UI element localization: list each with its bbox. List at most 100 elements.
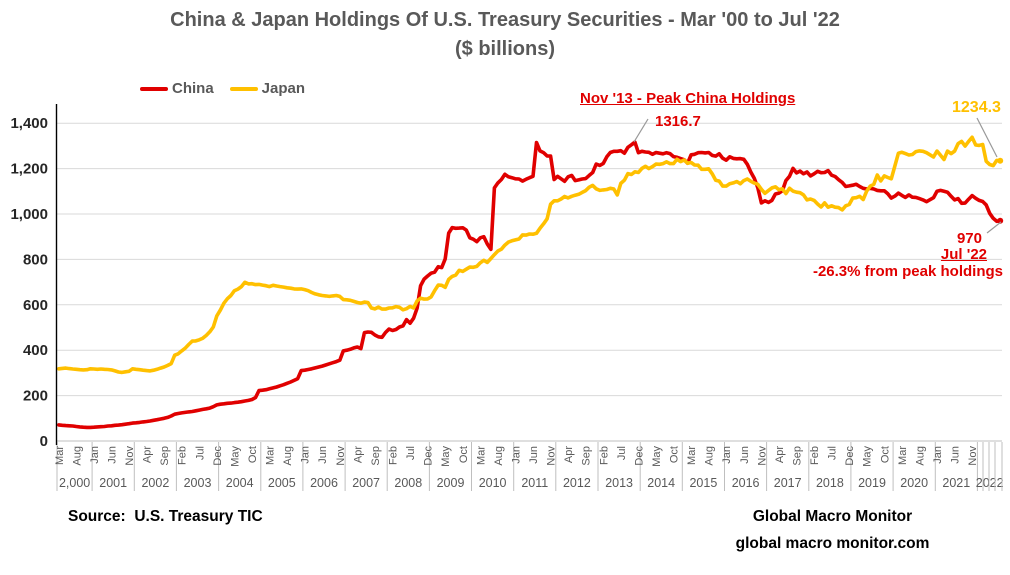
brand-note: Global Macro Monitor global macro monito… <box>700 503 965 557</box>
legend-item-japan: Japan <box>229 80 305 97</box>
japan-line-series <box>56 135 1003 375</box>
x-axis-year-label: 2005 <box>268 476 296 490</box>
y-axis-tick-label: 600 <box>23 297 48 314</box>
x-axis-year-label: 2012 <box>563 476 591 490</box>
x-axis-month-label: Nov <box>756 446 768 466</box>
x-axis-year-label: 2007 <box>352 476 380 490</box>
x-axis-year-label: 2019 <box>858 476 886 490</box>
china-line-series <box>56 140 1003 430</box>
x-axis-year-label: 2003 <box>184 476 212 490</box>
y-axis-tick-label: 400 <box>23 342 48 359</box>
x-axis-month-label: Apr <box>142 446 154 463</box>
x-axis-month-label: Jun <box>739 446 751 464</box>
japan-line-swatch <box>229 86 258 91</box>
x-axis-month-label: Mar <box>265 446 277 465</box>
x-axis-month-label: Nov <box>335 446 347 466</box>
brand-line2: global macro monitor.com <box>735 535 930 552</box>
annotation-china-end-value: 970 <box>956 230 982 247</box>
x-axis-month-label: Aug <box>704 446 716 466</box>
x-axis-month-label: Apr <box>563 446 575 463</box>
x-axis-month-label: Mar <box>475 446 487 465</box>
legend-label-china: China <box>172 80 214 97</box>
x-axis-month-label: May <box>440 446 452 467</box>
chart-title: China & Japan Holdings Of U.S. Treasury … <box>0 6 1010 64</box>
x-axis-month-label: Jul <box>405 446 417 460</box>
x-axis-month-label: Nov <box>124 446 136 466</box>
x-axis-month-label: Dec <box>844 446 856 466</box>
annotation-peak-china-value: 1316.7 <box>655 113 701 130</box>
x-axis-month-label: Mar <box>897 446 909 465</box>
x-axis-month-label: Dec <box>212 446 224 466</box>
x-axis-month-label: Nov <box>967 446 979 466</box>
annotation-peak-china-label: Nov '13 - Peak China Holdings <box>580 90 796 107</box>
x-axis-month-label: Jun <box>107 446 119 464</box>
x-axis-month-label: Sep <box>159 446 171 466</box>
x-axis-month-label: May <box>651 446 663 467</box>
x-axis-month-label: Oct <box>669 446 681 463</box>
x-axis-month-label: Jan <box>932 446 944 464</box>
x-axis-month-label: Jul <box>616 446 628 460</box>
x-axis-month-label: May <box>229 446 241 467</box>
x-axis-month-label: May <box>862 446 874 467</box>
legend: China Japan <box>140 80 305 97</box>
china-endpoint-dot <box>997 217 1004 224</box>
japan-end-leader-line <box>976 117 998 158</box>
x-axis-year-label: 2013 <box>605 476 633 490</box>
x-axis-month-label: Oct <box>879 446 891 463</box>
x-axis-month-label: Jan <box>89 446 101 464</box>
x-axis-month-label: Feb <box>598 446 610 465</box>
x-axis-year-label: 2006 <box>310 476 338 490</box>
x-axis-month-label: Jun <box>950 446 962 464</box>
x-axis-year-label: 2022 <box>976 476 1004 490</box>
x-axis-month-label: Aug <box>282 446 294 466</box>
peak-leader-line <box>633 118 649 143</box>
china-end-leader-line <box>986 221 1002 234</box>
x-axis-year-label: 2011 <box>521 476 548 490</box>
china-line-swatch <box>140 86 168 91</box>
x-axis-month-label: Jun <box>528 446 540 464</box>
x-axis-month-label: Mar <box>686 446 698 465</box>
x-axis-month-label: Dec <box>423 446 435 466</box>
x-axis-year-label: 2017 <box>774 476 802 490</box>
x-axis-month-label: Jun <box>317 446 329 464</box>
x-axis-month-label: Aug <box>493 446 505 466</box>
x-axis-year-label: 2002 <box>141 476 169 490</box>
x-axis-year-label: 2001 <box>99 476 127 490</box>
y-axis-tick-label: 0 <box>40 433 48 450</box>
brand-line1: Global Macro Monitor <box>752 508 913 525</box>
x-axis-month-label: Dec <box>633 446 645 466</box>
x-axis-month-label: Oct <box>458 446 470 463</box>
annotation-china-drawdown: -26.3% from peak holdings <box>812 263 1003 280</box>
annotation-china-end-date: Jul '22 <box>940 246 987 263</box>
annotation-japan-end-value: 1234.3 <box>952 99 1001 116</box>
x-axis-month-label: Apr <box>774 446 786 463</box>
x-axis-month-label: Oct <box>247 446 259 463</box>
x-axis-year-label: 2009 <box>437 476 465 490</box>
x-axis-month-label: Sep <box>370 446 382 466</box>
x-axis-month-label: Mar <box>54 446 66 465</box>
x-axis-month-label: Sep <box>581 446 593 466</box>
source-note: Source: U.S. Treasury TIC <box>68 508 263 525</box>
x-axis-month-label: Aug <box>71 446 83 466</box>
y-axis-tick-label: 800 <box>23 251 48 268</box>
x-axis-year-label: 2015 <box>689 476 717 490</box>
x-axis-month-label: Jul <box>827 446 839 460</box>
chart-title-line2: ($ billions) <box>455 38 555 60</box>
y-axis-tick-label: 1,000 <box>10 206 48 223</box>
chart-title-line1: China & Japan Holdings Of U.S. Treasury … <box>170 9 840 31</box>
y-axis-tick-label: 1,400 <box>10 115 48 132</box>
x-axis-year-label: 2008 <box>394 476 422 490</box>
x-axis-month-label: Jan <box>510 446 522 464</box>
x-axis-month-label: Nov <box>546 446 558 466</box>
x-axis-month-label: Apr <box>352 446 364 463</box>
x-axis-month-label: Feb <box>177 446 189 465</box>
x-axis-month-label: Jan <box>300 446 312 464</box>
x-axis-year-label: 2,000 <box>59 476 90 490</box>
x-axis-month-label: Feb <box>809 446 821 465</box>
y-axis-tick-label: 200 <box>23 388 48 405</box>
x-axis-year-label: 2020 <box>900 476 928 490</box>
x-axis-month-label: Sep <box>792 446 804 466</box>
japan-endpoint-dot <box>997 157 1004 164</box>
